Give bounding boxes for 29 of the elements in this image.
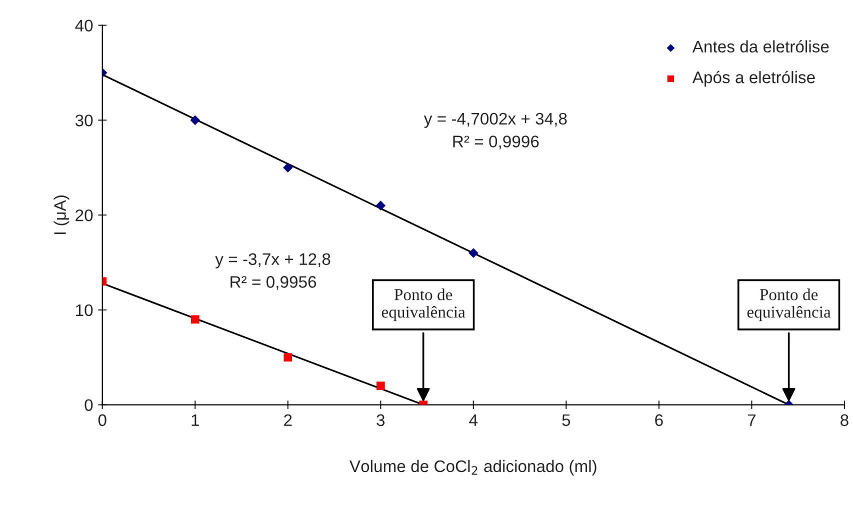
x-tick-label: 4 xyxy=(469,414,478,426)
x-tick-label: 5 xyxy=(562,414,570,426)
point xyxy=(282,162,293,173)
y-tick-label: 10 xyxy=(76,304,93,316)
y-tick-label: 20 xyxy=(76,209,93,222)
x-tick-label: 6 xyxy=(655,414,663,426)
point xyxy=(376,382,385,390)
y-tick-label: 30 xyxy=(75,114,93,126)
legend-label: Antes da eletrólise xyxy=(692,40,829,53)
y-tick-label: 40 xyxy=(75,20,93,32)
point xyxy=(284,353,292,362)
x-tick-label: 7 xyxy=(748,414,756,426)
point xyxy=(468,248,478,258)
x-tick-label: 0 xyxy=(98,414,106,426)
annotation: Ponto de equivalência xyxy=(382,288,466,322)
point xyxy=(376,200,386,210)
x-axis-title: Volume de CoCl$_{2}$ adicionado (ml) xyxy=(349,460,596,476)
point xyxy=(190,115,200,126)
x-tick-label: 1 xyxy=(192,414,199,426)
legend-label: Após a eletrólise xyxy=(692,70,815,87)
x-tick-label: 3 xyxy=(376,414,385,426)
point xyxy=(190,315,200,324)
y-axis-title: I (μA) xyxy=(54,196,70,234)
y-tick-label: 0 xyxy=(84,399,93,412)
x-tick-label: 8 xyxy=(840,414,848,426)
x-tick-label: 2 xyxy=(284,414,292,426)
annotation: Ponto de equivalência xyxy=(747,288,831,322)
annotation: y = -4,7002x + 34,8 R² = 0,9996 xyxy=(424,112,567,150)
annotation: y = -3,7x + 12,8 R² = 0,9956 xyxy=(215,253,330,290)
